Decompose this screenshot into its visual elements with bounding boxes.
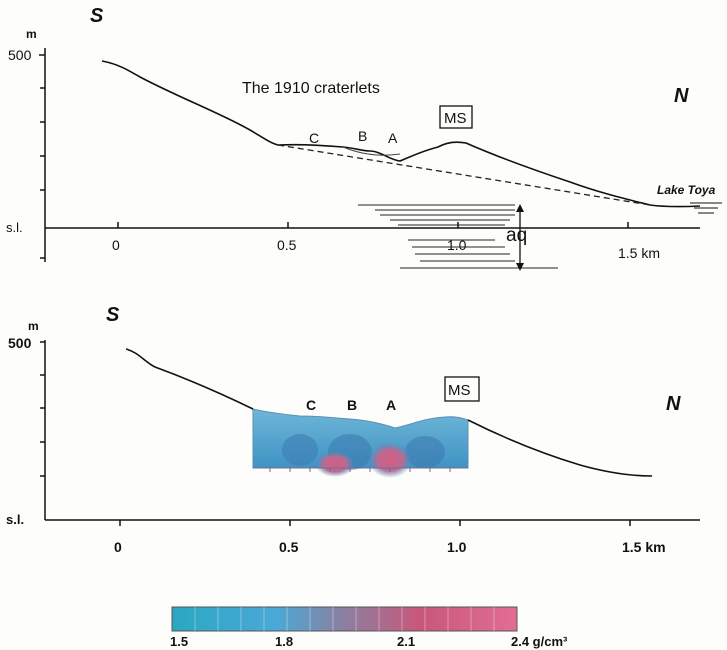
colorbar-tick-label: 2.1 (397, 634, 415, 649)
sea-level-label: s.l. (6, 512, 24, 527)
top-panel: S m 500 N s.l. 0 0.5 1.0 1.5 km (6, 5, 722, 271)
density-section (252, 408, 469, 478)
density-colorbar: 1.5 1.8 2.1 2.4 g/cm³ (170, 606, 568, 649)
ms-label: MS (444, 110, 467, 127)
unit-label: m (28, 319, 39, 333)
inferred-surface-dashed (277, 144, 651, 206)
ms-label-box (444, 376, 480, 402)
x-tick-label: 1.0 (447, 237, 467, 253)
south-label: S (106, 304, 120, 326)
x-tick-label: 0 (112, 237, 120, 253)
x-tick-label: 0.5 (279, 539, 299, 555)
bottom-panel: S m 500 N s.l. 0 0.5 1.0 1.5 km (6, 304, 700, 555)
density-high-anomaly (368, 442, 412, 478)
ms-label-box (439, 105, 473, 129)
colorbar-gradient (171, 606, 518, 632)
north-label: N (666, 393, 681, 415)
x-tick-label: 1.5 km (622, 539, 666, 555)
craterlet-a-label: A (388, 130, 398, 146)
colorbar-tick-label: 1.5 (170, 634, 188, 649)
ms-label: MS (448, 382, 471, 399)
topographic-profile (101, 60, 701, 208)
colorbar-cells (194, 607, 495, 631)
x-tick-label: 1.0 (447, 539, 467, 555)
x-tick-label: 1.5 km (618, 245, 660, 261)
density-low-zone (405, 436, 445, 468)
sea-level-label: s.l. (6, 220, 23, 235)
colorbar-tick-label: 2.4 g/cm³ (511, 634, 568, 649)
craterlet-b-label: B (347, 397, 357, 413)
density-high-anomaly (315, 451, 355, 477)
y-axis-ticks (39, 54, 45, 259)
craterlet-c-label: C (306, 397, 316, 413)
diagram-title: The 1910 craterlets (242, 80, 380, 97)
x-axis-ticks (117, 222, 629, 228)
north-label: N (674, 85, 689, 107)
x-tick-label: 0.5 (277, 237, 297, 253)
craterlet-b-label: B (358, 128, 367, 144)
y-tick-500-label: 500 (8, 335, 32, 351)
craterlet-depression (342, 146, 401, 156)
unit-label: m (26, 27, 37, 41)
craterlet-a-label: A (386, 397, 396, 413)
topographic-profile (125, 348, 653, 477)
section-bottom-ticks (253, 467, 468, 472)
south-label: S (90, 5, 104, 27)
craterlet-c-label: C (309, 130, 319, 146)
lake-label: Lake Toya (657, 183, 716, 197)
y-tick-500-label: 500 (8, 47, 32, 63)
arrow-head-down (516, 263, 524, 271)
colorbar-tick-label: 1.8 (275, 634, 293, 649)
arrow-head-up (516, 204, 524, 212)
x-axis-ticks (119, 520, 631, 526)
lake-water-lines (690, 202, 722, 214)
y-axis-ticks (40, 341, 45, 477)
aquifer-label: aq (506, 225, 527, 246)
aquifer-layers (358, 204, 558, 269)
density-low-zone (282, 434, 318, 466)
x-tick-label: 0 (114, 539, 122, 555)
